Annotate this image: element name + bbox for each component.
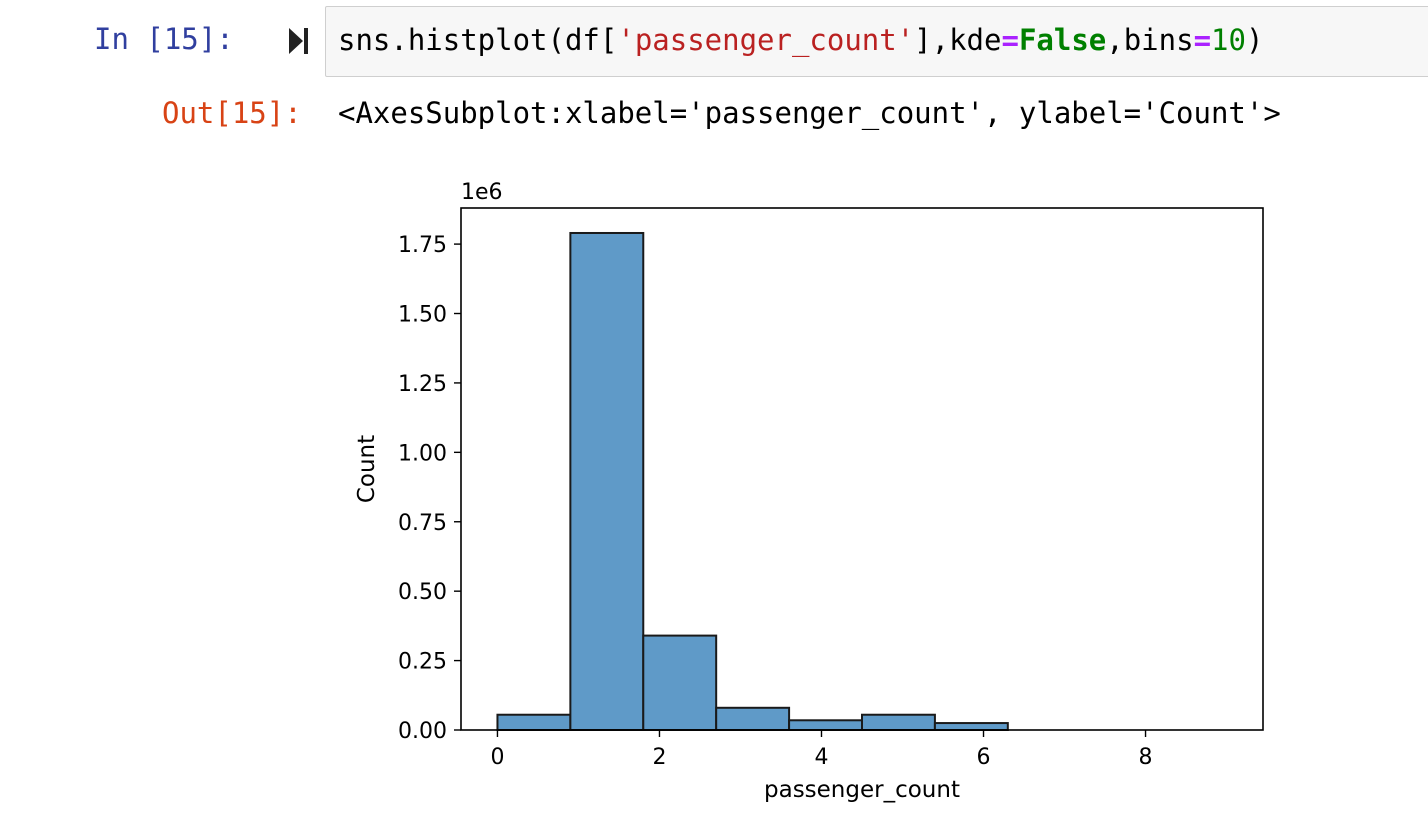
input-prompt: In [15]:	[94, 22, 234, 56]
y-axis-label: Count	[354, 435, 380, 503]
histogram-bar	[496, 713, 572, 731]
code-token: ,bins	[1106, 23, 1194, 57]
code-token: sns.histplot(df[	[338, 23, 618, 57]
x-tick-label: 8	[1139, 745, 1153, 770]
output-text: <AxesSubplot:xlabel='passenger_count', y…	[338, 96, 1281, 130]
run-cell-icon[interactable]	[288, 27, 310, 55]
code-token: 'passenger_count'	[617, 23, 915, 57]
y-tick-label: 0.00	[398, 719, 447, 744]
histogram-bar	[861, 713, 936, 731]
x-tick-label: 0	[490, 745, 504, 770]
histogram-bar	[569, 231, 645, 732]
histogram-bar	[715, 706, 791, 731]
x-axis-label: passenger_count	[764, 777, 960, 803]
y-tick-label: 1.50	[398, 303, 447, 328]
code-token: ],kde	[914, 23, 1002, 57]
code-token: False	[1018, 23, 1107, 57]
y-tick-label: 0.25	[398, 650, 447, 675]
y-offset-label: 1e6	[461, 180, 503, 205]
y-tick-label: 1.25	[398, 372, 447, 397]
plot-frame	[460, 207, 1264, 731]
code-input[interactable]: sns.histplot(df['passenger_count'],kde=F…	[325, 6, 1428, 77]
code-token: 10	[1211, 23, 1246, 57]
x-tick-label: 6	[977, 745, 991, 770]
x-tick-label: 4	[814, 745, 828, 770]
code-token: )	[1245, 23, 1264, 57]
code-token: =	[1193, 23, 1212, 57]
code-token: =	[1001, 23, 1019, 57]
y-tick-label: 1.75	[398, 233, 447, 258]
histogram-bar	[933, 722, 1009, 732]
x-tick-label: 2	[652, 745, 666, 770]
histogram-bar	[788, 719, 863, 732]
y-tick-label: 0.75	[398, 511, 447, 536]
output-prompt: Out[15]:	[162, 96, 302, 130]
y-tick-label: 1.00	[398, 441, 447, 466]
y-tick-label: 0.50	[398, 580, 447, 605]
histogram-bar	[642, 634, 718, 732]
